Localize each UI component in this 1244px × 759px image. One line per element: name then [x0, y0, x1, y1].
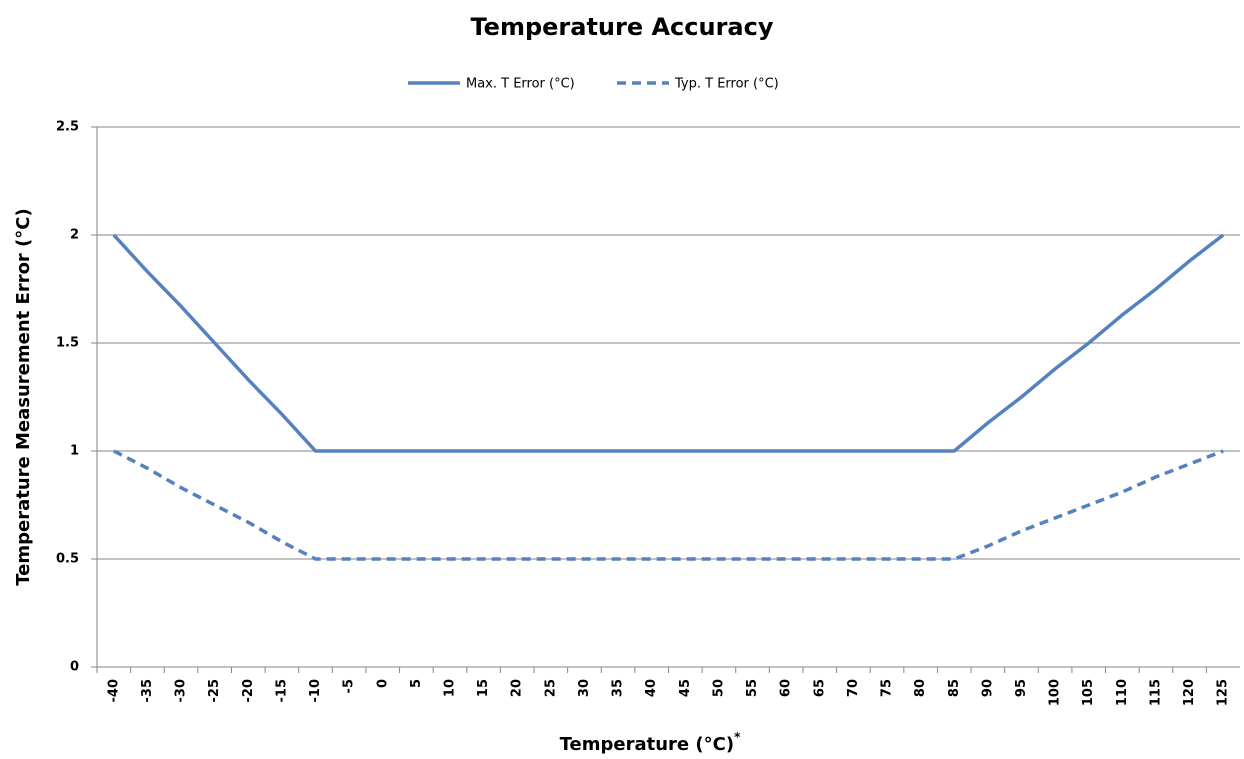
x-tick-label: 90 — [980, 679, 995, 697]
x-tick-label: -10 — [308, 679, 323, 703]
x-tick-label: -40 — [106, 679, 121, 703]
x-tick-label: 15 — [476, 679, 491, 697]
x-tick-label: 75 — [880, 679, 895, 697]
x-tick-label: 55 — [745, 679, 760, 697]
x-tick-label: 85 — [947, 679, 962, 697]
x-tick-label: 125 — [1216, 679, 1231, 706]
x-tick-label: 30 — [577, 679, 592, 697]
x-tick-label: 115 — [1148, 679, 1163, 706]
series-line — [113, 449, 1224, 561]
y-tick-label: 0.5 — [56, 552, 79, 567]
x-tick-label: 70 — [846, 679, 861, 697]
x-tick-label: 5 — [409, 679, 424, 688]
x-tick-label: 45 — [678, 679, 693, 697]
x-tick-label: 10 — [442, 679, 457, 697]
x-tick-label: 35 — [611, 679, 626, 697]
x-tick-label: 95 — [1014, 679, 1029, 697]
chart-title: Temperature Accuracy — [471, 13, 774, 41]
x-tick-label: 100 — [1048, 679, 1063, 706]
x-tick-label: 65 — [812, 679, 827, 697]
x-tick-label: 50 — [711, 679, 726, 697]
series-line — [112, 233, 1225, 453]
x-tick-label: -5 — [342, 679, 357, 693]
x-axis-label-text: Temperature (°C) — [560, 734, 734, 755]
x-tick-label: -30 — [174, 679, 189, 703]
x-tick-label: -20 — [241, 679, 256, 703]
x-tick-label: -25 — [207, 679, 222, 703]
x-tick-label: 60 — [779, 679, 794, 697]
y-tick-label: 2 — [70, 228, 79, 243]
legend-label: Max. T Error (°C) — [466, 77, 575, 92]
x-tick-label: 25 — [543, 679, 558, 697]
y-tick-label: 1.5 — [56, 336, 79, 351]
x-axis-label: Temperature (°C)* — [560, 730, 741, 756]
x-tick-label: 80 — [913, 679, 928, 697]
legend-label: Typ. T Error (°C) — [674, 77, 779, 92]
x-tick-label: -35 — [140, 679, 155, 703]
x-tick-label: 0 — [375, 679, 390, 688]
x-tick-label: 110 — [1115, 679, 1130, 706]
x-tick-label: -15 — [274, 679, 289, 703]
y-axis-label: Temperature Measurement Error (°C) — [13, 208, 34, 586]
y-tick-label: 0 — [70, 660, 79, 675]
y-tick-label: 2.5 — [56, 120, 79, 135]
x-tick-label: 120 — [1182, 679, 1197, 706]
y-tick-label: 1 — [70, 444, 79, 459]
x-tick-label: 40 — [644, 679, 659, 697]
x-axis-label-note: * — [734, 730, 741, 744]
x-tick-label: 20 — [510, 679, 525, 697]
x-tick-label: 105 — [1081, 679, 1096, 706]
